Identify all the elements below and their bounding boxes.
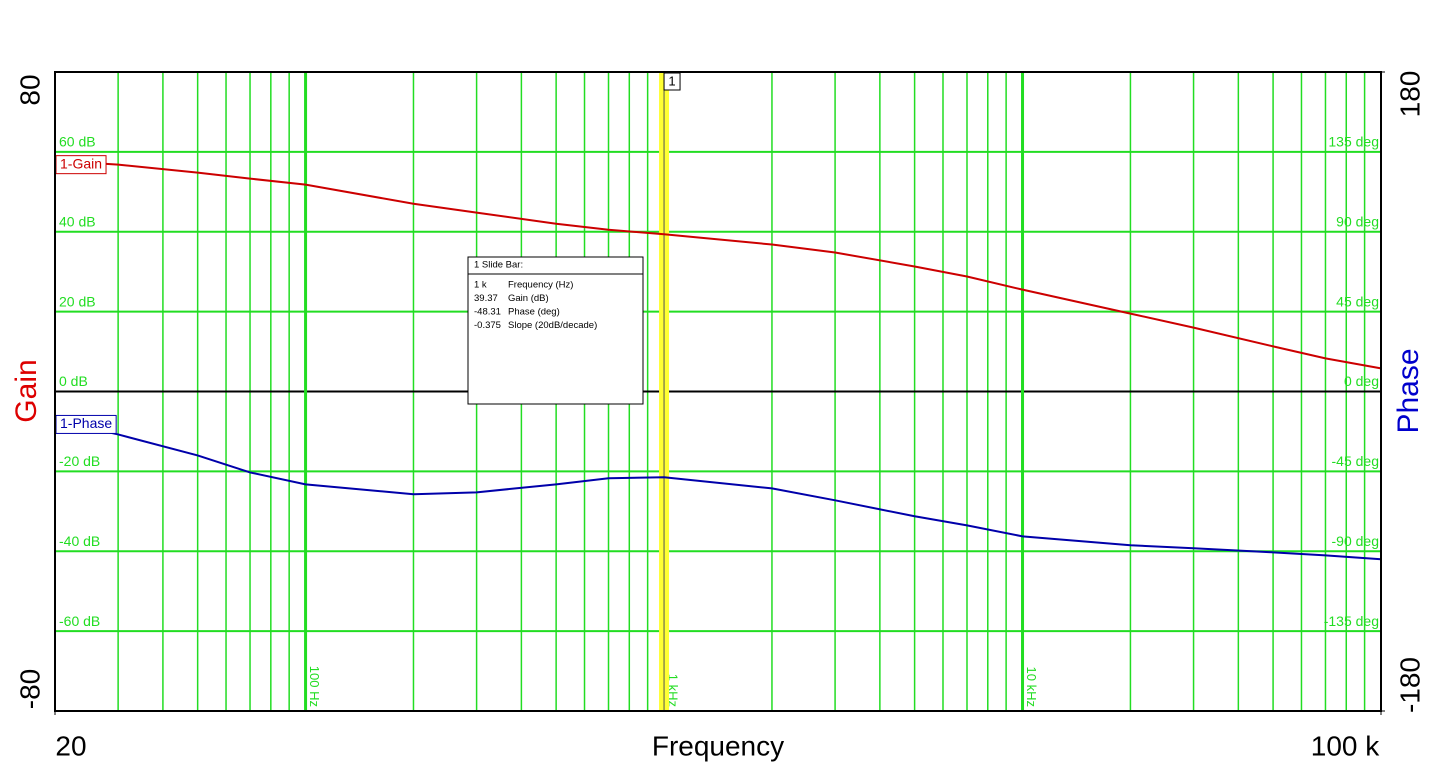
y2-tick-label: 0 deg [1344,373,1379,389]
y-tick-label: 80 [14,74,45,105]
x-tick-label: 20 [55,730,86,761]
x-tick-label: 100 Hz [307,666,322,707]
readout-box: 1 Slide Bar: 1 k Frequency (Hz) 39.37 Gain … [467,256,644,405]
y2-tick-label: -90 deg [1332,533,1379,549]
readout-frame [467,256,644,405]
y2-tick-label: 45 deg [1336,293,1379,309]
readout-label: Phase (deg) [508,307,560,318]
y-tick-label: 20 dB [59,293,96,309]
y-tick-label: -40 dB [59,533,100,549]
y-tick-label: 0 dB [59,373,88,389]
readout-title: 1 Slide Bar: [474,260,523,271]
x-tick-label: 1 kHz [666,674,681,707]
readout-value: 39.37 [474,293,498,304]
readout-value: 1 k [474,280,487,291]
y-tick-label: 60 dB [59,134,96,150]
legend-label: 1-Phase [60,415,112,431]
y2-tick-label: 90 deg [1336,213,1379,229]
readout-value: -48.31 [474,307,501,318]
series-line [54,159,1382,370]
cursor-label: 1 [668,73,675,88]
x-tick-label: 100 k [1311,730,1380,761]
legend-label: 1-Gain [60,155,102,171]
plot-frame [54,71,1382,712]
x-tick-label: 10 kHz [1024,667,1039,707]
y-axis-label: Gain [10,359,43,422]
series-line [54,419,1382,561]
x-axis-label: Frequency [652,730,784,761]
readout-label: Frequency (Hz) [508,280,573,291]
y2-axis-label: Phase [1392,348,1425,433]
y2-tick-label: -135 deg [1324,613,1379,629]
y-tick-label: -20 dB [59,453,100,469]
y2-tick-label: 180 [1394,71,1425,118]
legend-entry: 1-Phase [55,414,117,434]
readout-label: Slope (20dB/decade) [508,320,597,331]
readout-value: -0.375 [474,320,501,331]
marks: 1 1-Gain 1-Phase [54,72,1382,711]
y-tick-label: -80 [14,669,45,709]
legend-entry: 1-Gain [55,155,107,175]
readout-label: Gain (dB) [508,293,549,304]
y-tick-label: -60 dB [59,613,100,629]
y-tick-label: 40 dB [59,213,96,229]
y2-tick-label: 135 deg [1328,134,1379,150]
y2-tick-label: -45 deg [1332,453,1379,469]
y2-tick-label: -180 [1394,657,1425,713]
